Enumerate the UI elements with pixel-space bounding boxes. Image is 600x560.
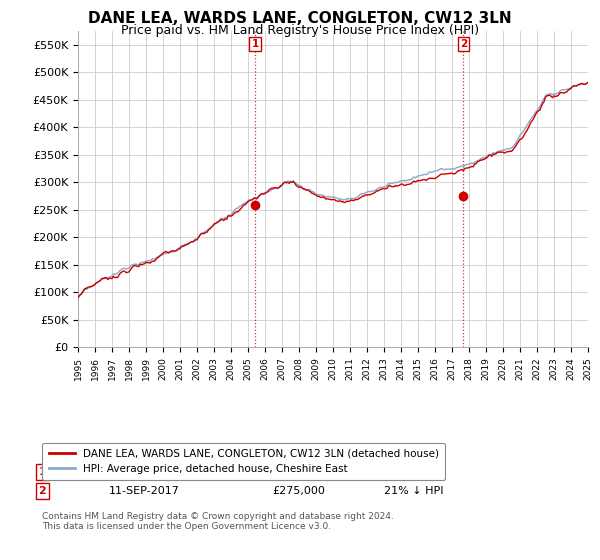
Text: 11-SEP-2017: 11-SEP-2017 [109,486,179,496]
Legend: DANE LEA, WARDS LANE, CONGLETON, CW12 3LN (detached house), HPI: Average price, : DANE LEA, WARDS LANE, CONGLETON, CW12 3L… [43,442,445,480]
Text: DANE LEA, WARDS LANE, CONGLETON, CW12 3LN: DANE LEA, WARDS LANE, CONGLETON, CW12 3L… [88,11,512,26]
Text: 02-JUN-2005: 02-JUN-2005 [109,467,179,477]
Text: Price paid vs. HM Land Registry's House Price Index (HPI): Price paid vs. HM Land Registry's House … [121,24,479,36]
Text: Contains HM Land Registry data © Crown copyright and database right 2024.
This d: Contains HM Land Registry data © Crown c… [42,512,394,531]
Text: 1: 1 [251,39,259,49]
Text: £275,000: £275,000 [272,486,325,496]
Text: 2% ↓ HPI: 2% ↓ HPI [384,467,437,477]
Text: 1: 1 [38,467,46,477]
Text: £258,000: £258,000 [272,467,325,477]
Text: 2: 2 [38,486,46,496]
Text: 2: 2 [460,39,467,49]
Text: 21% ↓ HPI: 21% ↓ HPI [384,486,443,496]
